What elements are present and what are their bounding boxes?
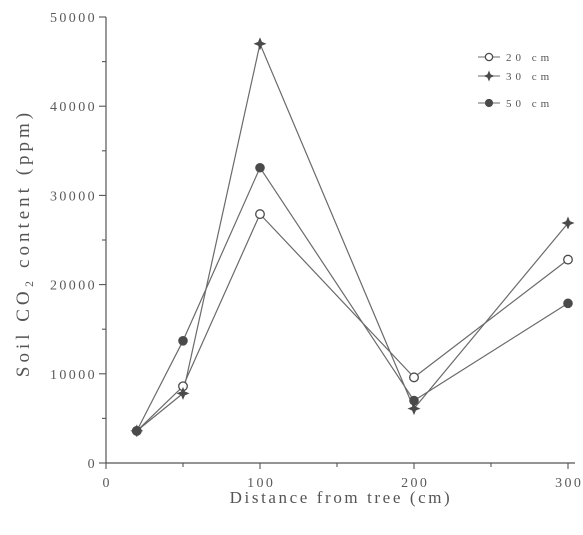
y-tick-label-30000: 30000 <box>50 189 97 204</box>
y-tick-label-0: 0 <box>88 457 97 472</box>
legend-entry-20cm: 20 cm <box>478 52 553 64</box>
data-point-30cm-x200 <box>407 402 421 416</box>
x-axis-ticks: 0 100 200 300 <box>102 463 583 491</box>
data-point-50cm-x200 <box>409 395 419 406</box>
series-line-20cm <box>136 213 569 432</box>
x-tick-label-0: 0 <box>102 476 111 491</box>
data-point-50cm-x300 <box>563 298 573 309</box>
y-axis-title: Soil CO₂ content (ppm) <box>13 109 34 377</box>
data-point-50cm-x20 <box>132 426 142 436</box>
series-points-50cm <box>132 162 573 436</box>
axes <box>105 17 575 464</box>
x-tick-label-200: 200 <box>401 476 429 491</box>
legend-marker-20cm-icon <box>484 52 494 62</box>
x-tick-label-300: 300 <box>555 476 583 491</box>
data-point-20cm-x300 <box>563 254 573 265</box>
y-tick-label-50000: 50000 <box>50 11 97 26</box>
legend-marker-50cm-icon <box>484 98 494 108</box>
x-tick-label-100: 100 <box>247 476 275 491</box>
legend-label: 30 cm <box>506 71 553 83</box>
y-tick-label-10000: 10000 <box>50 368 97 383</box>
legend-label: 20 cm <box>506 52 553 64</box>
series-line-50cm <box>136 167 569 432</box>
legend-entry-30cm: 30 cm <box>478 70 553 83</box>
legend-label: 50 cm <box>506 98 553 110</box>
y-tick-label-20000: 20000 <box>50 279 97 294</box>
legend-marker-30cm-icon <box>483 70 495 82</box>
y-axis-ticks: 0 10000 20000 30000 40000 50000 <box>50 11 106 472</box>
data-point-50cm-x100 <box>255 162 265 173</box>
y-tick-label-40000: 40000 <box>50 100 97 115</box>
x-axis-title: Distance from tree (cm) <box>230 488 453 507</box>
series-line-30cm <box>136 43 569 432</box>
data-point-20cm-x100 <box>255 209 265 220</box>
series-lines <box>136 43 569 432</box>
series-markers <box>130 37 575 438</box>
data-point-30cm-x50 <box>176 386 190 400</box>
data-point-30cm-x100 <box>253 37 267 51</box>
data-point-20cm-x200 <box>409 372 419 383</box>
data-point-50cm-x50 <box>178 335 188 346</box>
legend-entry-50cm: 50 cm <box>478 98 553 110</box>
legend: 20 cm 30 cm 50 cm <box>478 52 553 110</box>
data-point-30cm-x300 <box>561 216 575 230</box>
